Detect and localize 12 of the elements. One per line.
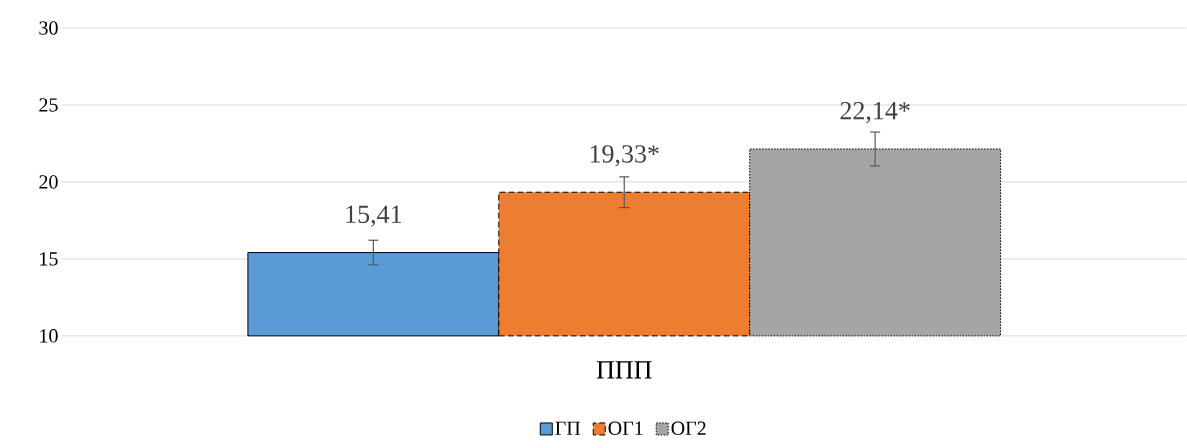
y-tick-label: 30	[39, 21, 58, 35]
x-tick-label: ППП	[596, 361, 652, 379]
data-label: 19,33*	[590, 145, 659, 167]
y-tick-label: 15	[40, 252, 58, 266]
y-tick-label: 10	[40, 329, 58, 343]
legend-label: ГП	[555, 421, 581, 435]
legend-label: ОГ2	[671, 421, 706, 436]
legend-label: ОГ1	[608, 421, 643, 436]
y-tick-label: 25	[39, 98, 58, 112]
y-tick-label: 20	[39, 175, 58, 189]
data-label: 22,14*	[840, 102, 910, 124]
data-label: 15,41	[346, 205, 402, 227]
